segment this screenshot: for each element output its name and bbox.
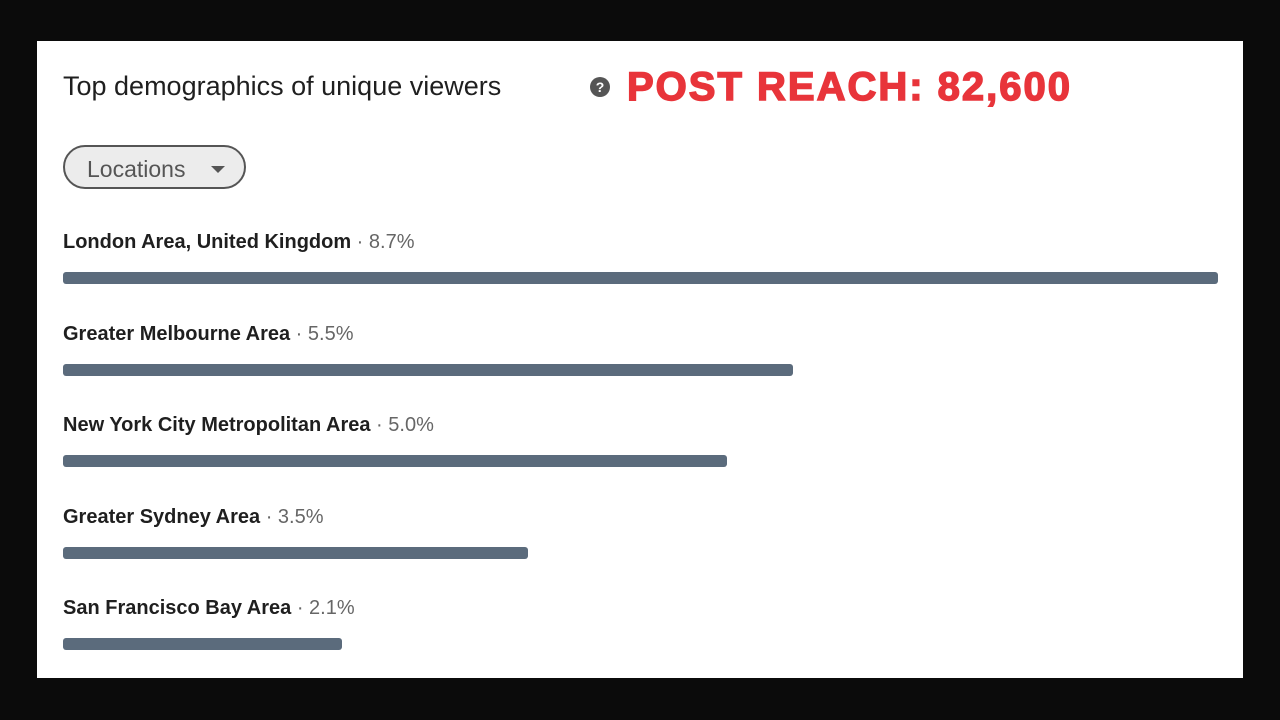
location-name: Greater Sydney Area xyxy=(63,505,261,528)
value-label: 5.0% xyxy=(388,414,434,437)
location-label: Greater Melbourne Area · 5.5% xyxy=(63,323,353,346)
value-label: 2.1% xyxy=(309,597,355,620)
bar xyxy=(63,272,1218,284)
location-value: · 5.5% xyxy=(290,322,354,345)
filter-dropdown[interactable]: Locations xyxy=(63,145,246,189)
bar xyxy=(63,363,794,376)
location-label: New York City Metropolitan Area · 5.0% xyxy=(63,414,434,437)
location-name: San Francisco Bay Area xyxy=(63,597,292,620)
location-label: London Area, United Kingdom · 8.7% xyxy=(63,231,415,254)
title: Top demographics of unique viewers xyxy=(63,71,502,101)
bar xyxy=(63,546,528,559)
location-value: · 3.5% xyxy=(260,505,324,528)
value-label: 8.7% xyxy=(368,231,415,253)
bar xyxy=(63,638,342,651)
location-name: London Area, United Kingdom xyxy=(63,231,352,253)
caret xyxy=(211,166,225,173)
help-icon[interactable]: ? xyxy=(590,77,610,97)
location-value: · 2.1% xyxy=(291,597,355,620)
value-label: 5.5% xyxy=(307,322,354,345)
location-value: · 8.7% xyxy=(351,231,415,253)
location-value: · 5.0% xyxy=(370,414,434,437)
panel: Top demographics of unique viewers ? POS… xyxy=(37,41,1243,678)
bar xyxy=(63,455,727,468)
location-name: New York City Metropolitan Area xyxy=(63,414,371,437)
location-name: Greater Melbourne Area xyxy=(63,322,291,345)
value-label: 3.5% xyxy=(277,505,324,528)
annotation: POST REACH: 82,600 xyxy=(626,64,1073,110)
location-label: Greater Sydney Area · 3.5% xyxy=(63,506,324,529)
location-label: San Francisco Bay Area · 2.1% xyxy=(63,597,355,620)
filter-label: Locations xyxy=(87,156,186,182)
